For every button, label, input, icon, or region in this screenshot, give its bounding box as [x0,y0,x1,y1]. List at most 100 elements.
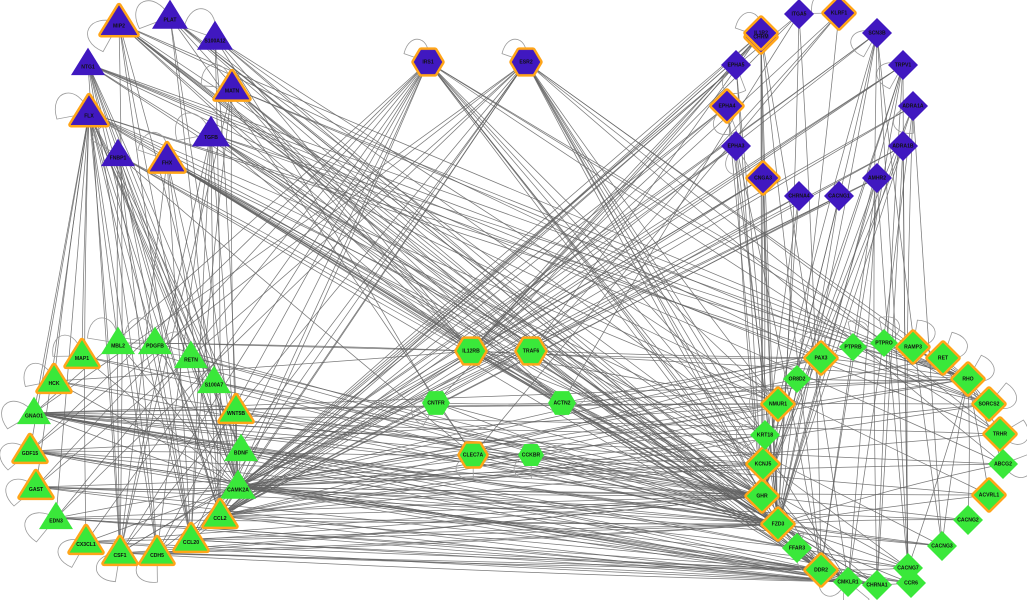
edge [118,22,764,465]
node-chrna4[interactable] [784,181,814,211]
edge [777,523,943,547]
node-ptpro[interactable] [870,329,898,357]
edge [525,61,1001,435]
edge [87,63,192,541]
node-wnt5b[interactable] [219,395,253,422]
node-ret[interactable] [927,342,959,374]
node-epha3[interactable] [721,131,751,161]
node-flx[interactable] [70,95,108,125]
node-abcg2[interactable] [988,449,1018,479]
node-cacng3[interactable] [927,531,957,561]
node-cacng2[interactable] [953,505,983,535]
node-s100a12[interactable] [197,20,233,50]
node-ffar3[interactable] [782,533,812,563]
edge [190,523,779,541]
edge [530,12,840,352]
node-matn[interactable] [214,71,250,100]
node-traf6[interactable] [516,338,546,364]
node-tgfb[interactable] [192,115,230,147]
node-cckbr[interactable] [518,444,544,466]
node-mbl2[interactable] [101,326,135,355]
node-camk2a[interactable] [220,469,256,499]
edge [876,32,909,569]
node-cmklr1[interactable] [833,567,863,597]
edge [237,105,728,488]
node-cacng1[interactable] [824,181,854,211]
node-chrna1[interactable] [862,570,892,600]
node-esr2[interactable] [511,49,541,75]
node-ccr6[interactable] [896,568,926,598]
node-fhx[interactable] [149,143,185,172]
edge [235,410,779,525]
node-acvrl1[interactable] [973,479,1005,511]
node-epha5[interactable] [721,50,751,80]
node-plat[interactable] [152,0,188,29]
node-actn2[interactable] [548,391,576,415]
node-amhr2[interactable] [862,163,892,193]
edge [53,380,763,497]
edge [761,145,904,497]
node-ghr[interactable] [746,480,778,512]
edge [525,61,763,497]
edge [530,350,822,359]
node-cntfr[interactable] [422,391,450,415]
edge [33,403,990,414]
node-clec7a[interactable] [459,443,487,467]
node-klrf1[interactable] [823,0,855,29]
edge [214,37,763,497]
node-irs1[interactable] [413,49,443,75]
node-ptprb[interactable] [839,333,867,361]
node-epha4[interactable] [711,90,743,122]
node-pdgfb[interactable] [138,326,172,355]
node-kcnj5[interactable] [747,448,779,480]
node-edn3[interactable] [39,501,73,530]
edge [777,195,800,525]
node-scn3b[interactable] [862,18,892,48]
node-retn[interactable] [174,340,208,369]
node-adra1b[interactable] [888,131,918,161]
node-itga5[interactable] [784,0,814,29]
node-map1[interactable] [65,340,99,367]
node-csf1[interactable] [103,537,137,564]
node-cdh5[interactable] [140,537,174,564]
node-pax3[interactable] [805,342,837,374]
node-ramp3[interactable] [897,331,929,363]
node-rho[interactable] [952,363,984,395]
edge [55,495,763,519]
node-gast[interactable] [19,471,53,498]
node-or8d2[interactable] [783,365,811,393]
node-ntg1[interactable] [71,47,105,76]
node-fnbp1[interactable] [101,138,135,167]
node-fzd3[interactable] [762,508,794,540]
node-ddr2[interactable] [805,554,837,586]
node-mip2[interactable] [100,5,138,35]
node-sorcs2[interactable] [973,388,1005,420]
edge [190,356,763,497]
edge [240,449,779,525]
node-adra1a[interactable] [898,91,928,121]
edge [33,412,943,547]
node-il1r2[interactable] [745,17,777,49]
node-krt18[interactable] [750,420,780,450]
node-cx3cl1[interactable] [69,526,103,553]
edge [81,355,763,497]
node-trpv1[interactable] [888,50,918,80]
node-ccl20[interactable] [174,524,208,551]
node-gnao1[interactable] [17,396,51,425]
node-s100a7[interactable] [197,365,231,394]
edge [117,154,221,517]
edge [237,403,779,488]
edge-layer [29,12,1004,586]
node-nmur1[interactable] [762,388,794,420]
edge [29,450,763,497]
node-ccl2[interactable] [203,500,237,527]
node-gdf15[interactable] [13,435,47,462]
node-il12rb[interactable] [456,338,486,364]
node-layer[interactable] [11,0,1018,600]
node-cnga3[interactable] [747,162,779,194]
node-trhr[interactable] [984,418,1016,450]
node-bdnf[interactable] [224,433,258,462]
node-hck[interactable] [37,365,71,392]
